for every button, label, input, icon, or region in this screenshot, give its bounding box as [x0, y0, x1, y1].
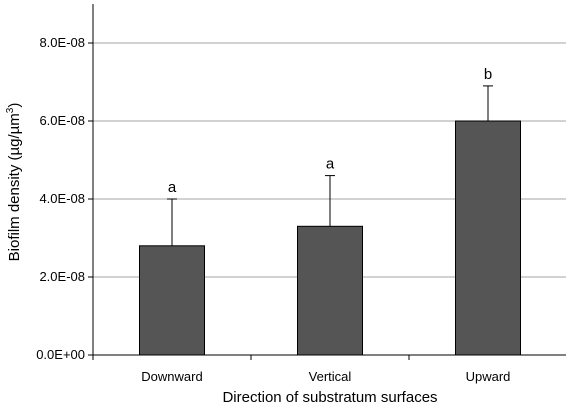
- y-axis-title-superscript: 3: [5, 107, 16, 113]
- x-tick-label: Downward: [141, 369, 202, 384]
- y-tick-labels: 0.0E+00 2.0E-08 4.0E-08 6.0E-08 8.0E-08: [36, 35, 85, 362]
- x-tick-label: Upward: [466, 369, 511, 384]
- bar-upward: [455, 120, 521, 356]
- significance-labels: a a b: [168, 66, 492, 196]
- x-tick-labels: Downward Vertical Upward: [141, 369, 510, 384]
- bar-vertical: [297, 225, 363, 356]
- significance-label: b: [484, 66, 492, 83]
- error-bars: [167, 85, 493, 246]
- y-tick-label: 0.0E+00: [36, 347, 85, 362]
- y-axis-title-end: ): [6, 103, 23, 108]
- significance-label: a: [326, 156, 335, 173]
- y-tick-label: 2.0E-08: [39, 269, 85, 284]
- y-axis-title: Biofilm density (µg/µm3): [5, 103, 23, 262]
- x-axis-title: Direction of substratum surfaces: [222, 389, 437, 406]
- bar-downward: [139, 245, 205, 356]
- y-axis-title-main: Biofilm density (µg/µm: [6, 113, 23, 261]
- y-tick-label: 4.0E-08: [39, 191, 85, 206]
- axes: [88, 4, 566, 360]
- x-tick-label: Vertical: [309, 369, 352, 384]
- y-tick-label: 6.0E-08: [39, 113, 85, 128]
- significance-label: a: [168, 179, 177, 196]
- y-tick-label: 8.0E-08: [39, 35, 85, 50]
